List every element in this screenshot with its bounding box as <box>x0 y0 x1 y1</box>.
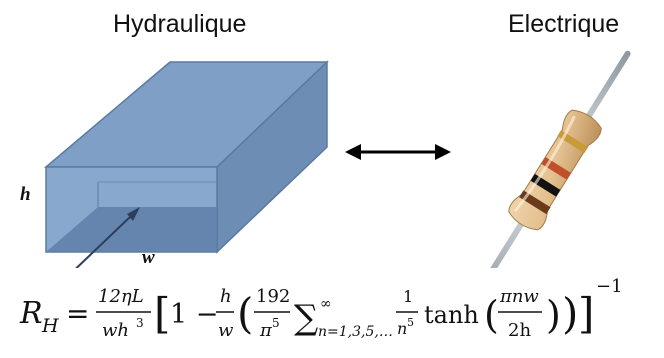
electric-heading: Electrique <box>508 10 620 38</box>
big-paren-left: ( <box>237 289 253 338</box>
sum-symbol: ∑ <box>294 298 318 338</box>
c192-numerator: 192 <box>256 286 290 307</box>
analogy-diagram: h w <box>20 50 631 268</box>
formula-equals: = <box>66 297 89 330</box>
h-over-w-denominator: w <box>218 320 234 341</box>
double-headed-arrow <box>345 144 451 160</box>
tanh-paren-left: ( <box>484 293 499 337</box>
formula-lhs-subscript: H <box>41 315 59 337</box>
hydraulic-resistance-formula: R H = 12ηL wh 3 [ 1 − h w ( 192 π 5 ∑ ∞ … <box>19 276 623 341</box>
height-label: h <box>20 184 31 205</box>
c192-denominator-exponent: 5 <box>272 316 280 330</box>
hydraulic-heading: Hydraulique <box>113 10 247 38</box>
inverse-numerator: 1 <box>403 287 413 306</box>
outer-bracket-left: [ <box>154 289 170 338</box>
one-minus: 1 − <box>170 299 218 330</box>
coef-numerator: 12ηL <box>98 286 144 307</box>
coef-denominator: wh <box>102 320 129 341</box>
channel-inner-floor <box>46 207 217 252</box>
formula-lhs: R <box>19 296 43 331</box>
tanh-argument-denominator: 2h <box>508 320 531 341</box>
sum-lower-limit: n=1,3,5,… <box>318 324 393 340</box>
c192-denominator: π <box>259 320 273 341</box>
inverse-denominator: n <box>397 319 407 338</box>
inverse-denominator-exponent: 5 <box>407 316 414 329</box>
width-label: w <box>142 247 155 268</box>
sum-upper-limit: ∞ <box>320 296 332 312</box>
tanh-paren-right: ) <box>546 293 561 337</box>
coef-denominator-exponent: 3 <box>136 316 144 330</box>
outer-exponent: −1 <box>596 276 623 297</box>
resistor-icon <box>479 50 631 268</box>
flow-arrow <box>75 207 140 268</box>
rectangular-channel <box>43 60 329 254</box>
h-over-w-numerator: h <box>220 286 232 307</box>
tanh-argument-numerator: πnw <box>499 286 539 307</box>
outer-bracket-right: ] <box>578 289 594 338</box>
tanh-function: tanh <box>424 301 479 329</box>
big-paren-right: ) <box>562 289 578 338</box>
